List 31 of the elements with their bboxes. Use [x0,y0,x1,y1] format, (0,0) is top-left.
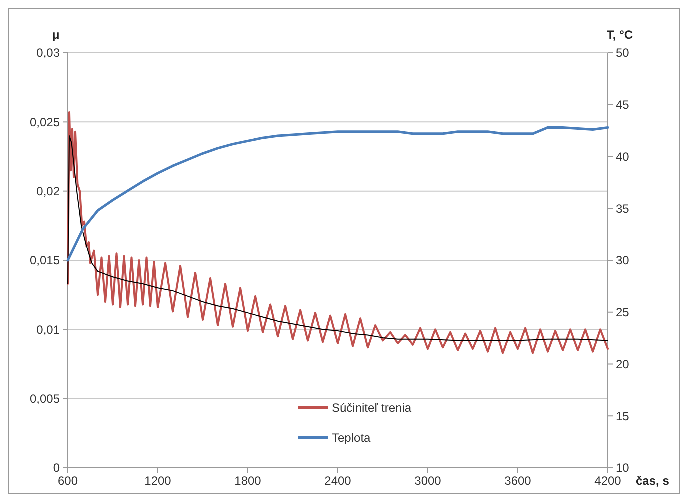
y-tick-label: 0,005 [30,392,60,406]
x-tick-label: 1800 [234,474,262,488]
y-tick-label: 0,015 [30,254,60,268]
x-tick-label: 3600 [504,474,532,488]
y2-tick-label: 15 [616,409,630,424]
y-tick-label: 0,01 [36,322,60,337]
x-tick-label: 600 [58,474,78,488]
y2-axis-title: T, °C [606,28,634,42]
y-tick-label: 0,02 [36,184,60,199]
x-tick-label: 2400 [324,474,352,488]
y2-tick-label: 35 [616,202,630,216]
legend-label: Súčiniteľ trenia [332,401,412,416]
y2-tick-label: 50 [616,46,630,60]
y-tick-label: 0 [53,461,60,476]
y2-tick-label: 30 [616,254,630,268]
line-series [66,126,610,262]
x-tick-label: 3000 [414,474,442,488]
y-tick-label: 0,03 [36,46,60,60]
x-tick-label: 1200 [144,474,172,488]
line-series [67,111,609,354]
legend-label: Teplota [332,431,372,446]
line-series [68,136,608,342]
y2-tick-label: 45 [616,98,630,112]
y2-tick-label: 20 [616,357,630,372]
y2-tick-label: 40 [616,150,630,164]
y-tick-label: 0,025 [30,115,60,130]
y-axis-title: μ [52,28,60,42]
x-tick-label: 4200 [594,474,622,488]
y2-tick-label: 10 [616,461,630,476]
x-axis-title: čas, s [636,474,670,488]
y2-tick-label: 25 [616,306,630,320]
